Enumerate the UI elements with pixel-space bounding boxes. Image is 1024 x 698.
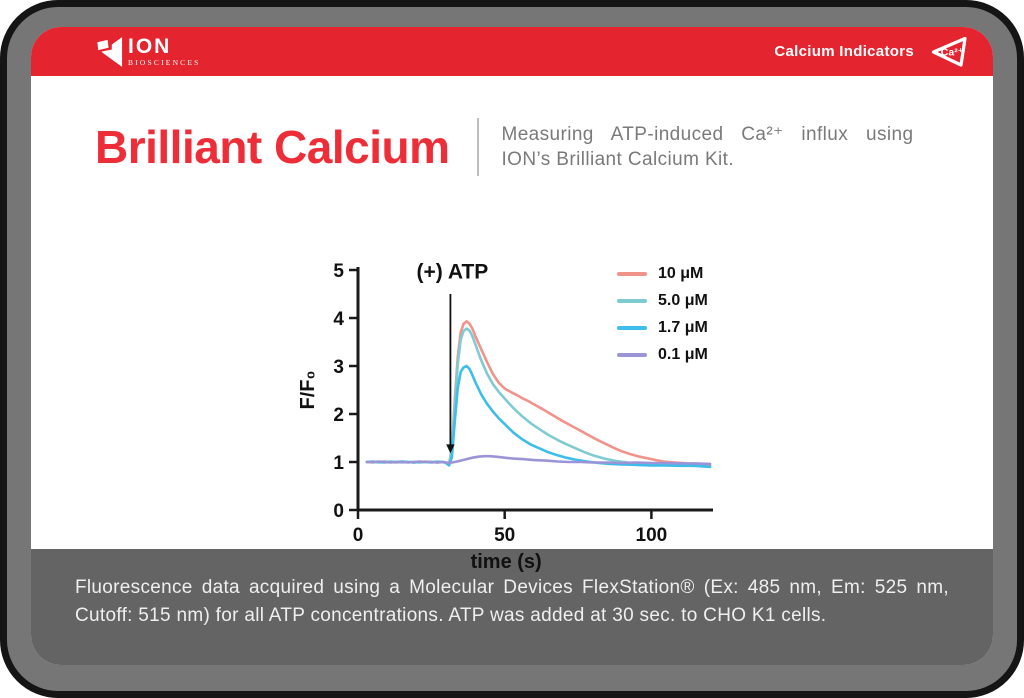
legend-item: 5.0 μM [617, 292, 708, 310]
legend-swatch [617, 299, 647, 303]
logo-text: ION BIOSCIENCES [128, 36, 201, 67]
title-row: Brilliant Calcium Measuring ATP-induced … [95, 118, 913, 176]
chart-area: 0 1 2 3 4 5 0 50 100 F/F₀ time (s) (+) ATP [297, 246, 730, 591]
svg-text:time (s): time (s) [471, 551, 542, 573]
legend-swatch [617, 326, 647, 330]
legend-label: 1.7 μM [658, 319, 708, 336]
page-title: Brilliant Calcium [95, 120, 450, 173]
legend-label: 0.1 μM [658, 346, 708, 363]
main-content: Brilliant Calcium Measuring ATP-induced … [31, 76, 993, 573]
subtitle: Measuring ATP-induced Ca²⁺ influx using … [501, 123, 914, 170]
footer-bar: Fluorescence data acquired using a Molec… [31, 549, 993, 665]
legend-label: 5.0 μM [658, 292, 708, 309]
calcium-badge-icon: Ca²⁺ [931, 36, 967, 67]
header-bar: ION BIOSCIENCES Calcium Indicators Ca²⁺ [31, 27, 993, 76]
svg-text:F/F₀: F/F₀ [300, 370, 319, 409]
header-category-label: Calcium Indicators [774, 43, 914, 60]
logo-subtext: BIOSCIENCES [128, 58, 201, 68]
svg-text:(+) ATP: (+) ATP [417, 261, 489, 284]
svg-text:0: 0 [353, 525, 364, 546]
logo-wordmark: ION [128, 35, 172, 59]
chart-legend: 10 μM 5.0 μM 1.7 μM 0.1 μM [617, 265, 708, 364]
svg-text:2: 2 [333, 405, 344, 426]
title-divider [477, 118, 480, 176]
calcium-badge-text: Ca²⁺ [941, 46, 963, 58]
legend-swatch [617, 353, 647, 357]
svg-text:100: 100 [636, 525, 668, 546]
ion-logo: ION BIOSCIENCES [95, 36, 201, 68]
ion-logo-icon [95, 36, 123, 67]
header-right: Calcium Indicators Ca²⁺ [774, 33, 971, 71]
slide-card: ION BIOSCIENCES Calcium Indicators Ca²⁺ … [31, 27, 993, 665]
svg-text:4: 4 [333, 309, 344, 330]
legend-label: 10 μM [658, 265, 704, 282]
svg-text:0: 0 [333, 501, 344, 522]
footer-caption: Fluorescence data acquired using a Molec… [75, 577, 949, 626]
legend-item: 0.1 μM [617, 346, 708, 364]
svg-text:50: 50 [494, 525, 515, 546]
svg-text:3: 3 [333, 357, 344, 378]
svg-text:5: 5 [333, 261, 344, 282]
svg-text:1: 1 [333, 453, 344, 474]
legend-item: 10 μM [617, 265, 708, 283]
legend-swatch [617, 272, 647, 276]
legend-item: 1.7 μM [617, 319, 708, 337]
